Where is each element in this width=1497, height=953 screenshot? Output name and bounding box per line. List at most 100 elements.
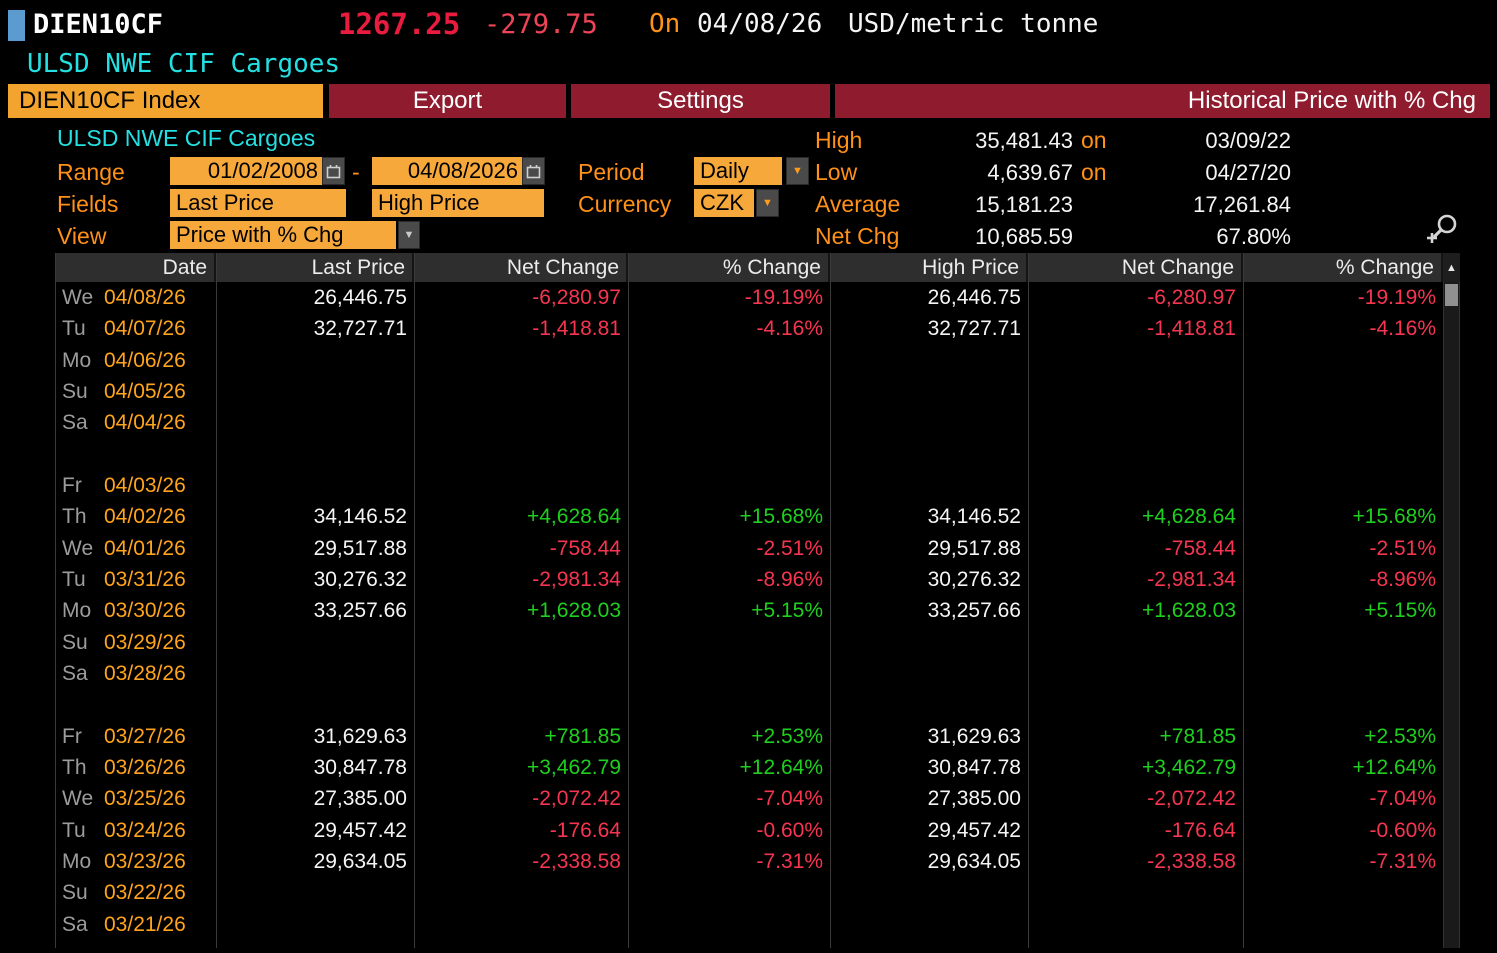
price-date: 04/08/26: [697, 9, 823, 39]
net2-cell: [1028, 407, 1243, 438]
period-select[interactable]: Daily: [694, 157, 782, 185]
weekday-label: Mo: [62, 599, 92, 623]
field2-input[interactable]: High Price: [372, 189, 544, 217]
calendar-icon-glyph: [326, 164, 341, 178]
net2-cell: [1028, 658, 1243, 689]
table-row[interactable]: [55, 439, 1443, 470]
scrollbar-thumb[interactable]: [1445, 284, 1458, 306]
table-row[interactable]: We 04/01/26 29,517.88 -758.44 -2.51% 29,517.8…: [55, 533, 1443, 564]
column-header-high-price[interactable]: High Price: [830, 253, 1028, 282]
table-row[interactable]: Sa 04/04/26: [55, 407, 1443, 438]
table-border-left: [55, 253, 56, 948]
high-cell: 29,457.42: [927, 818, 1021, 842]
net-cell: [414, 439, 628, 470]
sort-up-icon[interactable]: ▲: [1443, 253, 1460, 282]
currency-select[interactable]: CZK: [694, 189, 754, 217]
last-cell: 29,517.88: [313, 536, 407, 560]
table-row[interactable]: [55, 689, 1443, 720]
table-row[interactable]: We 03/25/26 27,385.00 -2,072.42 -7.04% 27,385…: [55, 783, 1443, 814]
tab-historical-price[interactable]: Historical Price with % Chg: [835, 84, 1490, 118]
view-select[interactable]: Price with % Chg: [170, 221, 396, 249]
net2-cell: +1,628.03: [1141, 599, 1236, 623]
column-header-net-change-2[interactable]: Net Change: [1028, 253, 1243, 282]
table-row[interactable]: Tu 04/07/26 32,727.71 -1,418.81 -4.16% 32,727…: [55, 313, 1443, 344]
net2-cell: -2,981.34: [1147, 567, 1236, 591]
table-row[interactable]: Fr 03/27/26 31,629.63 +781.85 +2.53% 31,629.6…: [55, 721, 1443, 752]
net2-cell: [1028, 439, 1243, 470]
table-row[interactable]: We 04/08/26 26,446.75 -6,280.97 -19.19% 26,44…: [55, 282, 1443, 313]
chevron-down-icon: ▼: [792, 164, 803, 177]
high-cell: [830, 689, 1028, 720]
high-cell: 34,146.52: [927, 505, 1021, 529]
currency-dropdown-button[interactable]: ▼: [756, 189, 779, 217]
table-row[interactable]: Sa 03/21/26: [55, 909, 1443, 940]
tab-dien10cf-index[interactable]: DIEN10CF Index: [8, 84, 323, 118]
view-dropdown-button[interactable]: ▼: [398, 221, 420, 249]
table-row[interactable]: Tu 03/24/26 29,457.42 -176.64 -0.60% 29,457.4…: [55, 815, 1443, 846]
table-row[interactable]: Mo 03/30/26 33,257.66 +1,628.03 +5.15% 33,257…: [55, 595, 1443, 626]
weekday-label: Mo: [62, 849, 92, 873]
tab-export[interactable]: Export: [329, 84, 566, 118]
date-cell: Sa 03/28/26: [55, 658, 216, 689]
table-row[interactable]: Mo 03/23/26 29,634.05 -2,338.58 -7.31% 29,634…: [55, 846, 1443, 877]
net-cell: -2,981.34: [532, 567, 621, 591]
column-divider: [1243, 253, 1244, 948]
table-row[interactable]: Fr 04/03/26: [55, 470, 1443, 501]
average-label: Average: [815, 191, 901, 217]
high-cell: [830, 439, 1028, 470]
vertical-scrollbar[interactable]: [1443, 282, 1460, 948]
zoom-magnifier-icon[interactable]: [1424, 212, 1460, 253]
pct-cell: -2.51%: [756, 536, 823, 560]
date-value: 04/04/26: [104, 411, 186, 435]
pct2-cell: +15.68%: [1352, 505, 1437, 529]
high-cell: [830, 877, 1028, 908]
table-row[interactable]: Th 04/02/26 34,146.52 +4,628.64 +15.68% 34,14…: [55, 501, 1443, 532]
column-header-pct-change-2[interactable]: % Change: [1243, 253, 1443, 282]
date-value: 03/25/26: [104, 787, 186, 811]
pct-cell: [628, 877, 830, 908]
column-header-last-price[interactable]: Last Price: [216, 253, 414, 282]
pct2-cell: [1243, 345, 1443, 376]
column-header-date[interactable]: Date: [55, 253, 216, 282]
table-row[interactable]: Su 03/29/26: [55, 627, 1443, 658]
weekday-label: Su: [62, 630, 88, 654]
table-row[interactable]: Su 03/22/26: [55, 877, 1443, 908]
high-cell: 33,257.66: [927, 599, 1021, 623]
tab-settings[interactable]: Settings: [571, 84, 830, 118]
field1-input[interactable]: Last Price: [170, 189, 346, 217]
table-row[interactable]: Su 04/05/26: [55, 376, 1443, 407]
net-cell: -2,338.58: [532, 849, 621, 873]
high-cell: 30,847.78: [927, 755, 1021, 779]
table-row[interactable]: Sa 03/28/26: [55, 658, 1443, 689]
table-row[interactable]: Th 03/26/26 30,847.78 +3,462.79 +12.64% 30,84…: [55, 752, 1443, 783]
period-dropdown-button[interactable]: ▼: [786, 157, 809, 185]
date-value: 03/22/26: [104, 881, 186, 905]
high-cell: [830, 627, 1028, 658]
range-separator: -: [352, 159, 360, 185]
calendar-icon[interactable]: [522, 157, 545, 185]
range-start-input[interactable]: 01/02/2008: [170, 157, 322, 185]
pct2-cell: -4.16%: [1369, 317, 1436, 341]
table-row[interactable]: Tu 03/31/26 30,276.32 -2,981.34 -8.96% 30,276…: [55, 564, 1443, 595]
pct-cell: [628, 689, 830, 720]
pct-cell: [628, 376, 830, 407]
range-end-input[interactable]: 04/08/2026: [372, 157, 522, 185]
net2-cell: -2,338.58: [1147, 849, 1236, 873]
weekday-label: Th: [62, 505, 87, 529]
range-label: Range: [57, 159, 125, 185]
high-cell: [830, 909, 1028, 940]
table-row[interactable]: Mo 04/06/26: [55, 345, 1443, 376]
ticker-symbol[interactable]: DIEN10CF: [33, 9, 164, 40]
column-header-net-change[interactable]: Net Change: [414, 253, 628, 282]
security-description-echo: ULSD NWE CIF Cargoes: [27, 49, 341, 79]
date-cell: Mo 03/23/26: [55, 846, 216, 877]
calendar-icon[interactable]: [322, 157, 345, 185]
weekday-label: Sa: [62, 411, 88, 435]
price-change-value: -279.75: [484, 9, 598, 40]
last-cell: 29,457.42: [313, 818, 407, 842]
pct-cell: -4.16%: [756, 317, 823, 341]
net2-cell: [1028, 376, 1243, 407]
pct2-cell: [1243, 627, 1443, 658]
column-header-pct-change[interactable]: % Change: [628, 253, 830, 282]
